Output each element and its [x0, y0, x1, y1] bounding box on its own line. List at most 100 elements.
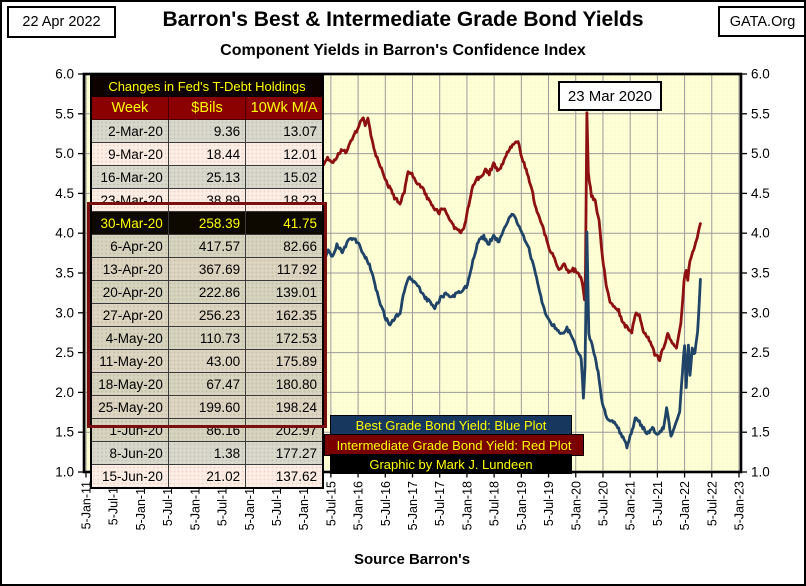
table-cell: 199.60	[167, 395, 247, 419]
table-cell: 25-May-20	[90, 395, 169, 419]
table-cell: 27-Apr-20	[90, 303, 169, 327]
annotation-box: 23 Mar 2020	[558, 81, 662, 111]
table-cell: 41.75	[245, 211, 324, 235]
page-title: Barron's Best & Intermediate Grade Bond …	[162, 8, 644, 31]
table-cell: 21.02	[167, 464, 247, 489]
table-row: 11-May-20 43.00 175.89	[90, 349, 324, 373]
y-tick-label-left: 6.0	[55, 67, 74, 82]
table-row: 30-Mar-20 258.39 41.75	[90, 211, 324, 235]
legend-best-grade: Best Grade Bond Yield: Blue Plot	[330, 415, 572, 436]
table-cell: 18.23	[245, 188, 324, 212]
table-row: 1-Jun-20 86.16 202.97	[90, 418, 324, 442]
table-cell: 137.62	[245, 464, 324, 489]
table-cell: 8-Jun-20	[90, 441, 169, 465]
table-row: 25-May-20 199.60 198.24	[90, 395, 324, 419]
table-cell: 6-Apr-20	[90, 234, 169, 258]
table-cell: 18-May-20	[90, 372, 169, 396]
y-tick-label-left: 1.5	[55, 425, 74, 440]
table-cell: 43.00	[167, 349, 247, 373]
y-tick-label-right: 5.5	[751, 106, 770, 121]
source-label: Source Barron's	[353, 551, 471, 568]
x-tick-label: 5-Jul-17	[433, 481, 447, 526]
table-cell: 67.47	[167, 372, 247, 396]
page-subtitle: Component Yields in Barron's Confidence …	[220, 42, 586, 59]
brand-label: GATA.Org	[729, 13, 796, 30]
table-cell: 222.86	[167, 280, 247, 304]
table-cell: 11-May-20	[90, 349, 169, 373]
x-tick-label: 5-Jan-18	[460, 481, 474, 530]
x-tick-label: 5-Jul-22	[705, 481, 719, 526]
x-tick-label: 5-Jul-11	[107, 481, 121, 525]
y-tick-label-right: 3.0	[751, 305, 770, 320]
table-row: 4-May-20 110.73 172.53	[90, 326, 324, 350]
y-tick-label-left: 4.5	[55, 186, 74, 201]
table-row: 13-Apr-20 367.69 117.92	[90, 257, 324, 281]
y-tick-label-left: 3.0	[55, 305, 74, 320]
table-row: 15-Jun-20 21.02 137.62	[90, 464, 324, 489]
legend-intermediate-grade: Intermediate Grade Bond Yield: Red Plot	[324, 434, 584, 456]
y-tick-label-left: 5.0	[55, 146, 74, 161]
x-tick-label: 5-Jan-15	[297, 481, 311, 530]
table-row: 20-Apr-20 222.86 139.01	[90, 280, 324, 304]
column-header-bils: $Bils	[167, 96, 247, 120]
x-tick-label: 5-Jul-18	[488, 481, 502, 526]
x-tick-label: 5-Jul-12	[161, 481, 175, 526]
series-group	[312, 111, 702, 450]
table-cell: 117.92	[245, 257, 324, 281]
x-tick-label: 5-Jul-14	[270, 481, 284, 526]
table-cell: 82.66	[245, 234, 324, 258]
fed-table-title: Changes in Fed's T-Debt Holdings	[90, 74, 324, 97]
table-cell: 367.69	[167, 257, 247, 281]
table-cell: 139.01	[245, 280, 324, 304]
x-tick-label: 5-Jul-19	[542, 481, 556, 526]
table-cell: 16-Mar-20	[90, 165, 169, 189]
best-grade-line	[312, 212, 702, 450]
y-tick-label-right: 5.0	[751, 146, 770, 161]
table-cell: 1-Jun-20	[90, 418, 169, 442]
y-tick-label-right: 2.0	[751, 385, 770, 400]
y-tick-label-right: 4.0	[751, 226, 770, 241]
table-cell: 198.24	[245, 395, 324, 419]
x-tick-label: 5-Jan-16	[352, 481, 366, 530]
table-row: 18-May-20 67.47 180.80	[90, 372, 324, 396]
y-tick-label-left: 1.0	[55, 465, 74, 480]
x-tick-label: 5-Jul-13	[216, 481, 230, 526]
column-header-10wk-ma: 10Wk M/A	[245, 96, 324, 120]
x-tick-label: 5-Jul-16	[379, 481, 393, 526]
table-cell: 86.16	[167, 418, 247, 442]
table-cell: 15-Jun-20	[90, 464, 169, 489]
y-tick-label-right: 1.5	[751, 425, 770, 440]
y-tick-label-left: 2.5	[55, 345, 74, 360]
legend-intermediate-grade-label: Intermediate Grade Bond Yield: Red Plot	[336, 437, 572, 453]
table-cell: 18.44	[167, 142, 247, 166]
table-cell: 177.27	[245, 441, 324, 465]
x-tick-label: 5-Jul-15	[324, 481, 338, 526]
brand-box: GATA.Org	[718, 6, 804, 37]
table-cell: 9-Mar-20	[90, 142, 169, 166]
x-tick-label: 5-Jan-22	[678, 481, 692, 530]
table-cell: 23-Mar-20	[90, 188, 169, 212]
y-tick-label-left: 3.5	[55, 266, 74, 281]
table-cell: 38.89	[167, 188, 247, 212]
table-row: 23-Mar-20 38.89 18.23	[90, 188, 324, 212]
table-row: 6-Apr-20 417.57 82.66	[90, 234, 324, 258]
table-cell: 13-Apr-20	[90, 257, 169, 281]
x-tick-label: 5-Jan-14	[243, 481, 257, 530]
x-tick-label: 5-Jan-12	[134, 481, 148, 530]
table-cell: 9.36	[167, 119, 247, 143]
table-cell: 172.53	[245, 326, 324, 350]
table-cell: 20-Apr-20	[90, 280, 169, 304]
y-tick-label-right: 3.5	[751, 266, 770, 281]
table-cell: 110.73	[167, 326, 247, 350]
x-tick-label: 5-Jan-11	[80, 481, 94, 529]
legend-credit-label: Graphic by Mark J. Lundeen	[369, 456, 533, 472]
table-cell: 202.97	[245, 418, 324, 442]
table-row: 2-Mar-20 9.36 13.07	[90, 119, 324, 143]
intermediate-grade-line	[312, 111, 702, 363]
table-row: 16-Mar-20 25.13 15.02	[90, 165, 324, 189]
y-tick-label-right: 4.5	[751, 186, 770, 201]
table-cell: 180.80	[245, 372, 324, 396]
y-tick-label-right: 6.0	[751, 67, 770, 82]
table-cell: 4-May-20	[90, 326, 169, 350]
